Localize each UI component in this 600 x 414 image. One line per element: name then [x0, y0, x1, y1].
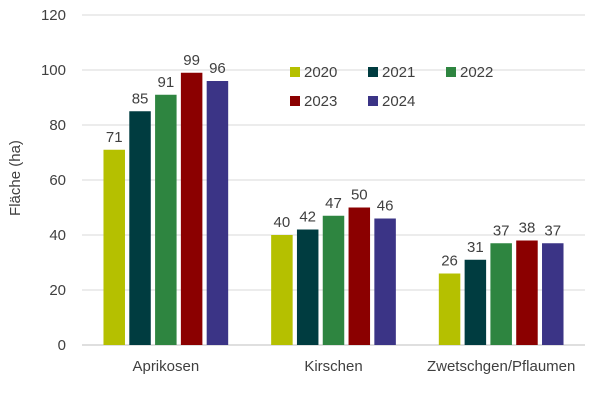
data-label: 26: [441, 253, 458, 270]
legend-item-2024: 2024: [368, 93, 415, 110]
data-label: 40: [274, 214, 291, 231]
y-tick-label: 120: [41, 7, 66, 24]
x-category-label: Aprikosen: [132, 358, 199, 375]
x-category-label: Zwetschgen/Pflaumen: [427, 358, 575, 375]
bar-kirschen-2021: [296, 229, 319, 345]
bar-zwetschgen-pflaumen-2022: [490, 243, 512, 345]
y-axis-ticks: 0 20 40 60 80 100 120: [41, 7, 66, 354]
legend-swatch: [446, 67, 456, 77]
y-axis-title: Fläche (ha): [7, 140, 24, 216]
bar-zwetschgen-pflaumen-2021: [464, 259, 487, 345]
bar-kirschen-2024: [374, 218, 396, 345]
bar-zwetschgen-pflaumen-2023: [516, 240, 538, 345]
y-tick-label: 0: [58, 337, 66, 354]
data-label: 31: [467, 239, 484, 256]
legend: 2020 2021 2022 2023 2024: [290, 64, 493, 110]
legend-swatch: [368, 67, 378, 77]
data-label: 37: [493, 222, 510, 239]
data-label: 71: [106, 129, 123, 146]
legend-swatch: [290, 67, 300, 77]
data-label: 50: [351, 187, 368, 204]
legend-item-2022: 2022: [446, 64, 493, 81]
data-label: 47: [325, 195, 342, 212]
data-label: 37: [544, 222, 561, 239]
data-label: 46: [377, 198, 394, 215]
data-label: 96: [209, 60, 226, 77]
bar-kirschen-2020: [271, 235, 293, 345]
legend-swatch: [368, 96, 378, 106]
legend-label: 2021: [382, 64, 415, 81]
legend-label: 2023: [304, 93, 337, 110]
y-tick-label: 80: [49, 117, 66, 134]
y-tick-label: 40: [49, 227, 66, 244]
bar-aprikosen-2021: [129, 111, 151, 345]
data-label: 38: [519, 220, 536, 237]
bar-zwetschgen-pflaumen-2020: [438, 273, 461, 345]
data-labels: 71 85 91 99 96 40 42 47 50 46 26 31 37 38 37: [106, 52, 561, 270]
legend-label: 2022: [460, 64, 493, 81]
y-tick-label: 60: [49, 172, 66, 189]
data-label: 85: [132, 90, 149, 107]
x-category-label: Kirschen: [304, 358, 362, 375]
data-label: 42: [299, 209, 316, 226]
data-label: 91: [157, 74, 174, 91]
bar-aprikosen-2024: [206, 81, 229, 345]
bar-zwetschgen-pflaumen-2024: [542, 243, 564, 345]
legend-item-2020: 2020: [290, 64, 337, 81]
bar-kirschen-2022: [322, 215, 345, 345]
legend-swatch: [290, 96, 300, 106]
x-axis-categories: Aprikosen Kirschen Zwetschgen/Pflaumen: [132, 358, 575, 375]
bar-kirschen-2023: [348, 207, 371, 345]
legend-item-2021: 2021: [368, 64, 415, 81]
bar-aprikosen-2023: [180, 72, 203, 345]
bar-aprikosen-2022: [155, 94, 177, 345]
y-tick-label: 20: [49, 282, 66, 299]
legend-label: 2020: [304, 64, 337, 81]
y-tick-label: 100: [41, 62, 66, 79]
data-label: 99: [183, 52, 200, 69]
legend-item-2023: 2023: [290, 93, 337, 110]
bar-aprikosen-2020: [103, 149, 125, 345]
bars: [103, 72, 564, 345]
legend-label: 2024: [382, 93, 415, 110]
